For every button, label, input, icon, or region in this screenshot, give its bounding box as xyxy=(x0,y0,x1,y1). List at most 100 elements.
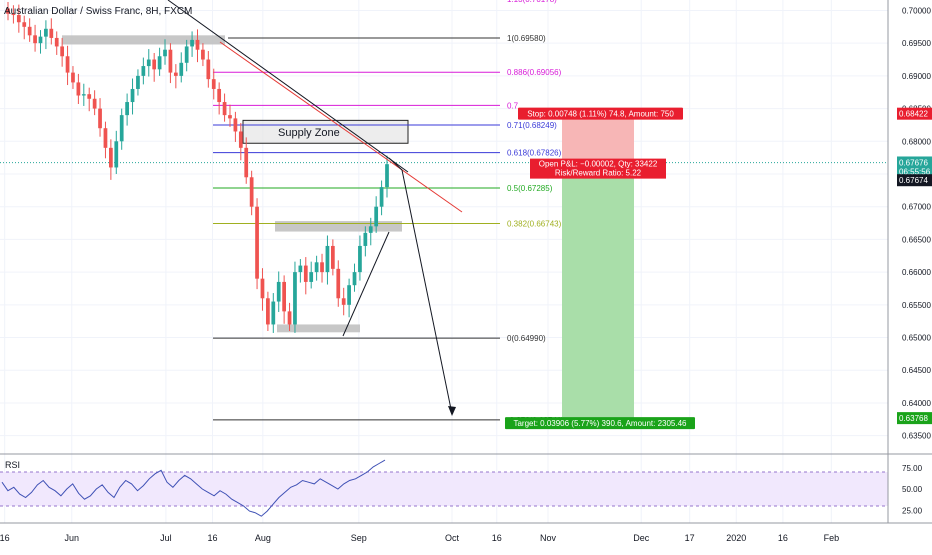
time-tick-label: 16 xyxy=(492,533,502,543)
price-tick-label: 0.64500 xyxy=(902,366,931,375)
target-label: Target: 0.03906 (5.77%) 390.6, Amount: 2… xyxy=(513,419,687,428)
price-badge-bg xyxy=(897,412,932,425)
arrow-head xyxy=(448,406,456,416)
price-tick-label: 0.66000 xyxy=(902,268,931,277)
candle-body xyxy=(233,118,238,132)
target-label-bg xyxy=(505,417,695,430)
price-badge-bg xyxy=(897,174,932,187)
price-badge: 06:55:56 xyxy=(899,168,931,177)
pnl-label: Open P&L: −0.00002, Qty: 33422 xyxy=(539,160,658,169)
time-tick-label: 17 xyxy=(685,533,695,543)
candle-body xyxy=(71,72,75,83)
candle-body xyxy=(49,28,54,38)
time-tick-label: Oct xyxy=(445,533,460,543)
candle-body xyxy=(38,36,43,44)
candle-body xyxy=(33,35,37,44)
fib-label: 0.7 xyxy=(507,101,519,110)
zone-box xyxy=(277,324,360,333)
candle-body xyxy=(152,59,157,70)
time-tick-label: Aug xyxy=(255,533,271,543)
candle-body xyxy=(190,39,194,47)
candle-body xyxy=(341,298,346,305)
candle-body xyxy=(157,56,162,70)
price-tick-label: 0.66500 xyxy=(902,235,931,244)
stop-label: Stop: 0.00748 (1.11%) 74.8, Amount: 750 xyxy=(527,110,674,119)
candle-body xyxy=(125,102,129,116)
zone-box xyxy=(62,35,225,45)
fib-label: 0.618(0.67826) xyxy=(507,149,562,158)
trend-line-black xyxy=(167,0,409,173)
chart-title: Australian Dollar / Swiss Franc, 8H, FXC… xyxy=(4,6,192,17)
candle-body xyxy=(282,281,286,312)
candle-body xyxy=(298,265,303,273)
rising-wedge-line xyxy=(342,231,390,337)
candle-body xyxy=(44,28,48,37)
candle-body xyxy=(184,46,189,63)
rr-label: Risk/Reward Ratio: 5.22 xyxy=(555,169,642,178)
candle-body xyxy=(98,108,102,129)
candle-body xyxy=(168,49,173,73)
stop-label-bg xyxy=(518,107,683,120)
candle-body xyxy=(379,187,384,207)
price-badge: 0.67674 xyxy=(899,176,928,185)
candle-body xyxy=(81,94,86,96)
candle-body xyxy=(249,177,254,207)
candle-body xyxy=(320,262,324,273)
candle-body xyxy=(211,79,216,89)
candle-body xyxy=(206,59,211,80)
candle-body xyxy=(255,206,259,279)
time-tick-label: 16 xyxy=(778,533,788,543)
rsi-tick-label: 25.00 xyxy=(902,506,923,515)
price-tick-label: 0.65000 xyxy=(902,334,931,343)
candle-body xyxy=(136,75,140,89)
candle-body xyxy=(119,115,124,142)
candle-body xyxy=(201,49,205,60)
candle-body xyxy=(109,147,113,168)
target-zone xyxy=(562,162,634,419)
candle-body xyxy=(103,128,108,148)
rsi-label: RSI xyxy=(5,460,20,470)
price-tick-label: 0.63500 xyxy=(902,432,931,441)
candle-body xyxy=(271,301,276,325)
candle-body xyxy=(238,131,243,148)
candle-body xyxy=(27,26,32,36)
candle-body xyxy=(309,272,314,282)
time-tick-label: Jul xyxy=(160,533,172,543)
projection-line xyxy=(388,157,403,171)
price-tick-label: 0.70000 xyxy=(902,6,931,15)
candle-body xyxy=(260,278,265,299)
candle-body xyxy=(374,206,379,227)
fib-label: 0.382(0.66743) xyxy=(507,220,562,229)
zone-box xyxy=(275,221,402,232)
time-tick-label: Nov xyxy=(540,533,557,543)
fib-label: 1.13(0.70178) xyxy=(507,0,557,4)
time-tick-label: Dec xyxy=(633,533,650,543)
candle-body xyxy=(336,268,341,299)
candle-body xyxy=(228,115,232,119)
price-tick-label: 0.64000 xyxy=(902,399,931,408)
candle-body xyxy=(325,245,330,273)
candle-body xyxy=(314,262,319,273)
candle-body xyxy=(352,272,357,286)
price-tick-label: 0.67000 xyxy=(902,203,931,212)
price-badge: 0.67676 xyxy=(899,158,928,167)
candle-body xyxy=(6,8,10,14)
candle-body xyxy=(303,265,308,282)
candle-body xyxy=(22,22,27,27)
candle-body xyxy=(146,59,151,67)
candle-body xyxy=(347,285,351,305)
fib-label: 0.886(0.69056) xyxy=(507,68,562,77)
price-tick-label: 0.69500 xyxy=(902,39,931,48)
candle-body xyxy=(92,98,97,109)
candle-body xyxy=(16,15,21,23)
pnl-bg xyxy=(530,158,666,179)
zone-label: Supply Zone xyxy=(278,127,340,139)
candle-body xyxy=(363,232,368,246)
candle-body xyxy=(330,245,335,269)
candle-body xyxy=(87,94,92,99)
candle-body xyxy=(163,49,167,57)
time-tick-label: 16 xyxy=(0,533,10,543)
candle-body xyxy=(54,37,59,47)
price-badge-bg xyxy=(897,156,932,169)
